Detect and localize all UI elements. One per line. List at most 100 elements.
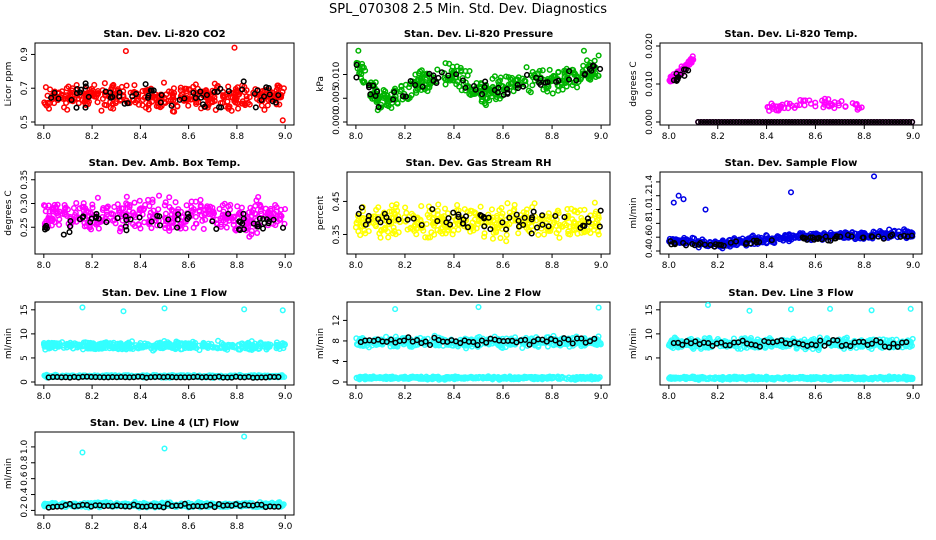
black-point	[724, 118, 731, 125]
panel-title: Stan. Dev. Line 2 Flow	[416, 288, 541, 299]
black-point	[66, 229, 73, 236]
series-point	[496, 207, 503, 214]
x-tick-label: 8.4	[133, 392, 148, 402]
series-point	[392, 333, 399, 340]
series-point	[45, 202, 52, 209]
black-point	[201, 103, 208, 110]
plot-frame	[34, 171, 295, 255]
series-point	[556, 234, 563, 241]
plot-frame	[659, 171, 923, 255]
series-point	[248, 220, 255, 227]
series-point	[590, 226, 597, 233]
series-point	[192, 213, 199, 220]
series-point	[812, 103, 819, 110]
series-point	[792, 234, 799, 241]
series-point	[475, 218, 482, 225]
panel-title: Stan. Dev. Li-820 Temp.	[724, 29, 857, 40]
black-point	[539, 212, 546, 219]
series-point	[458, 374, 465, 381]
series-point	[114, 201, 121, 208]
series-point	[61, 201, 68, 209]
series-point	[405, 84, 413, 91]
y-tick-label: 0.6	[645, 230, 655, 245]
series-point	[225, 83, 232, 90]
series-point	[467, 373, 475, 380]
series-point	[434, 66, 441, 73]
y-tick-label: 0.35	[20, 170, 30, 190]
black-point	[812, 118, 819, 125]
x-tick-label: 8.2	[711, 261, 725, 271]
data-points	[353, 47, 604, 114]
black-point	[720, 242, 727, 249]
black-point	[275, 373, 282, 380]
series-point	[202, 216, 209, 223]
series-point	[281, 341, 288, 348]
black-point	[197, 88, 204, 95]
black-point	[355, 210, 362, 217]
black-point	[873, 118, 881, 125]
series-point	[398, 82, 405, 89]
black-point	[478, 91, 486, 98]
black-point	[680, 239, 687, 247]
series-point	[42, 84, 49, 91]
series-point	[781, 105, 788, 112]
series-point	[156, 192, 163, 199]
black-point	[827, 237, 834, 244]
black-point	[460, 220, 467, 227]
outlier-point	[161, 305, 168, 312]
series-point	[408, 210, 415, 217]
x-tick-label: 8.6	[181, 132, 196, 142]
series-point	[280, 85, 287, 92]
series-point	[559, 86, 566, 93]
series-point	[683, 236, 690, 243]
series-point	[359, 60, 366, 67]
series-point	[397, 88, 404, 95]
series-point	[583, 57, 591, 64]
series-point	[535, 231, 542, 238]
black-point	[401, 337, 408, 344]
series-point	[479, 375, 487, 382]
outlier-point	[120, 308, 127, 315]
series-point	[131, 199, 138, 206]
series-point	[373, 375, 380, 382]
series-point	[503, 73, 510, 80]
black-point	[545, 223, 552, 230]
x-tick-label: 8.4	[447, 132, 462, 142]
y-axis-label: degrees C	[629, 61, 639, 106]
black-point	[184, 210, 191, 217]
series-point	[106, 341, 113, 348]
black-point	[689, 240, 696, 248]
series-point	[123, 193, 130, 200]
y-axis-label: ml/min	[316, 328, 326, 359]
series-point	[160, 79, 168, 86]
series-point	[592, 375, 599, 382]
black-point	[768, 237, 775, 244]
series-point	[487, 219, 494, 226]
black-point	[48, 94, 55, 101]
black-point	[472, 86, 479, 93]
black-point	[395, 216, 402, 223]
series-point	[172, 199, 179, 206]
black-point	[95, 215, 102, 222]
x-tick-label: 8.0	[37, 261, 52, 271]
y-tick-label: 0	[20, 379, 30, 385]
black-point	[897, 118, 904, 125]
black-point	[266, 91, 273, 98]
series-point	[161, 337, 168, 345]
black-point	[875, 233, 882, 240]
series-point	[506, 374, 513, 381]
series-point	[229, 215, 236, 222]
series-point	[539, 215, 546, 222]
black-point	[526, 341, 533, 348]
series-point	[184, 340, 191, 347]
black-point	[906, 118, 913, 125]
black-point	[121, 100, 128, 107]
black-point	[543, 338, 550, 345]
series-point	[423, 220, 430, 228]
series-point	[123, 341, 130, 348]
series-point	[502, 344, 509, 351]
series-point	[541, 231, 548, 238]
y-tick-label: 0	[332, 379, 342, 385]
panel-title: Stan. Dev. Gas Stream RH	[405, 158, 551, 169]
